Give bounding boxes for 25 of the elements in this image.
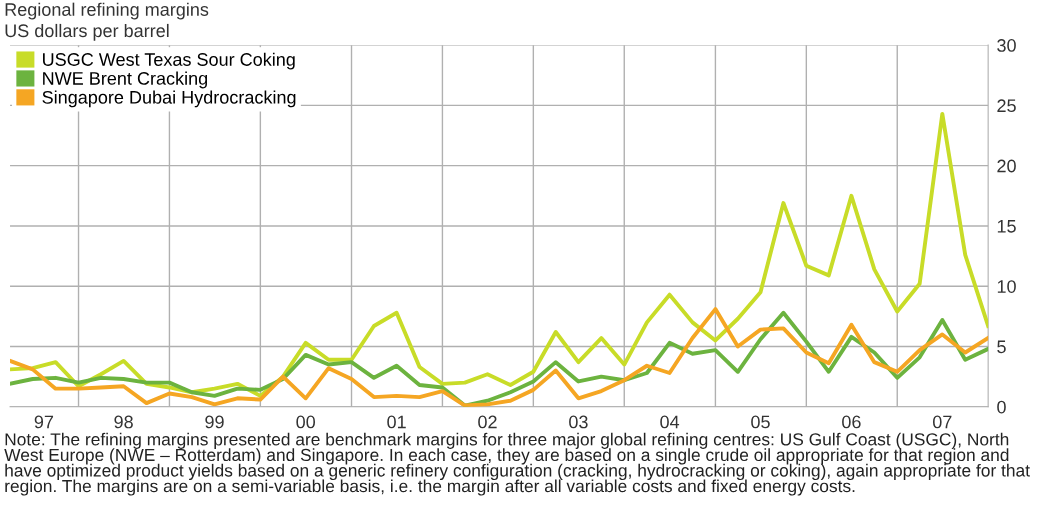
x-tick-label: 97 <box>34 415 54 429</box>
y-tick-label: 10 <box>997 280 1016 293</box>
y-tick-label: 25 <box>997 99 1016 113</box>
x-tick-label: 04 <box>660 415 680 429</box>
line-series <box>10 111 989 398</box>
y-tick-label: 15 <box>997 220 1016 233</box>
x-tick-label: 00 <box>296 415 316 429</box>
text: Note: The refining margins presented are benchmark margins for three major global refining centres: US Gulf Coast (USGC), North West Europe (NWE – Rotterdam) and Singapore. In each case, they are based on a single crude oil appropriate for that region and have optimized product yields based on a generic refinery configuration (cracking, hydrocracking or coking), again appropriate for that region. The margins are on a semi-variable basis, i.e. the margin after all variable costs and fixed energy costs. <box>4 432 1030 496</box>
chart-subtitle: US dollars per barrel <box>5 23 169 41</box>
y-tick-label: 5 <box>997 340 1006 354</box>
x-tick-label: 99 <box>205 415 224 429</box>
x-tick-label: 98 <box>114 415 133 429</box>
legend-label: NWE Brent Cracking <box>43 71 208 89</box>
x-tick-label: 03 <box>569 415 588 429</box>
y-tick-label: 30 <box>997 39 1016 52</box>
y-tick-label: 0 <box>997 400 1006 414</box>
x-tick-label: 06 <box>842 415 861 429</box>
legend-label: USGC West Texas Sour Coking <box>43 52 295 70</box>
x-tick-label: 02 <box>478 415 497 429</box>
x-tick-label: 05 <box>751 415 770 429</box>
x-tick-label: 07 <box>932 415 952 429</box>
x-tick-label: 01 <box>387 415 406 429</box>
y-tick-label: 20 <box>997 159 1016 173</box>
chart-title: Regional refining margins <box>5 2 209 20</box>
legend-label: Singapore Dubai Hydrocracking <box>42 90 296 108</box>
